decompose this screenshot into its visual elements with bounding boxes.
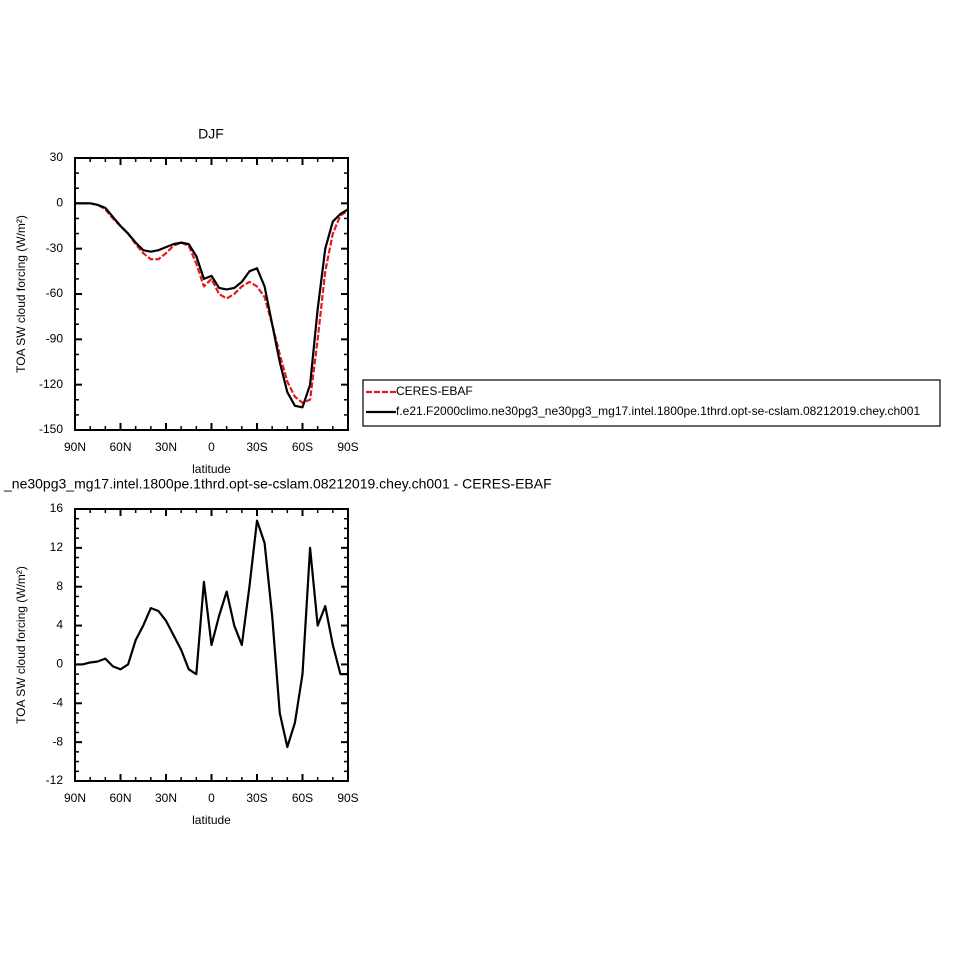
data-line	[75, 202, 349, 409]
y-tick-label: -90	[46, 332, 64, 346]
data-line	[75, 202, 349, 404]
legend-box	[362, 379, 941, 427]
y-tick-label: 8	[56, 579, 63, 593]
y-tick-label: 16	[50, 501, 64, 515]
y-tick-label: 30	[50, 150, 64, 164]
x-tick-label: 60N	[109, 440, 131, 454]
chart-title: _ne30pg3_mg17.intel.1800pe.1thrd.opt-se-…	[3, 476, 552, 492]
y-tick-label: 4	[56, 618, 63, 632]
x-axis-label: latitude	[192, 813, 231, 827]
plot-frame	[74, 508, 349, 782]
data-line	[75, 519, 348, 749]
x-tick-label: 90N	[64, 791, 86, 805]
y-tick-label: -120	[39, 377, 63, 391]
x-tick-label: 30N	[155, 440, 177, 454]
y-tick-label: 0	[56, 196, 63, 210]
y-tick-label: 0	[56, 657, 63, 671]
x-tick-label: 30S	[246, 791, 267, 805]
x-tick-label: 30S	[246, 440, 267, 454]
x-tick-label: 90S	[337, 791, 358, 805]
x-tick-label: 60S	[292, 440, 313, 454]
x-tick-label: 0	[208, 791, 215, 805]
x-tick-label: 90N	[64, 440, 86, 454]
y-tick-label: -4	[52, 695, 63, 709]
y-tick-label: 12	[50, 540, 64, 554]
x-tick-label: 0	[208, 440, 215, 454]
plot-frame	[74, 157, 349, 431]
chart-title: DJF	[198, 126, 224, 142]
x-tick-label: 60S	[292, 791, 313, 805]
y-tick-label: -12	[46, 773, 64, 787]
y-axis-label: TOA SW cloud forcing (W/m²)	[14, 566, 28, 724]
y-axis-label: TOA SW cloud forcing (W/m²)	[14, 215, 28, 373]
x-tick-label: 30N	[155, 791, 177, 805]
x-tick-label: 90S	[337, 440, 358, 454]
x-axis-label: latitude	[192, 462, 231, 476]
y-tick-label: -150	[39, 422, 63, 436]
y-tick-label: -60	[46, 286, 64, 300]
legend-label: f.e21.F2000climo.ne30pg3_ne30pg3_mg17.in…	[396, 404, 920, 418]
legend-label: CERES-EBAF	[396, 384, 473, 398]
y-tick-label: -30	[46, 241, 64, 255]
y-tick-label: -8	[52, 734, 63, 748]
x-tick-label: 60N	[109, 791, 131, 805]
